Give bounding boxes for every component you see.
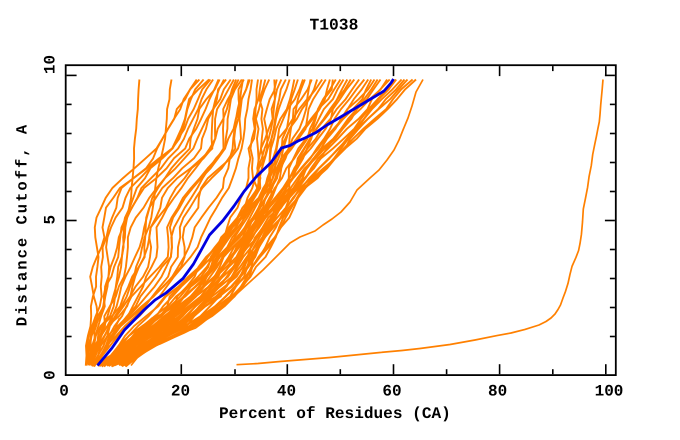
svg-text:Percent of Residues (CA): Percent of Residues (CA) xyxy=(219,405,451,423)
svg-text:60: 60 xyxy=(382,382,401,400)
svg-text:20: 20 xyxy=(171,382,190,400)
svg-text:5: 5 xyxy=(42,215,60,225)
svg-text:100: 100 xyxy=(595,382,624,400)
svg-text:10: 10 xyxy=(42,55,60,74)
svg-text:T1038: T1038 xyxy=(310,16,359,35)
svg-text:0: 0 xyxy=(59,382,69,400)
svg-text:0: 0 xyxy=(42,370,60,380)
svg-text:80: 80 xyxy=(488,382,507,400)
svg-text:Distance Cutoff, A: Distance Cutoff, A xyxy=(14,123,32,326)
svg-text:40: 40 xyxy=(277,382,296,400)
